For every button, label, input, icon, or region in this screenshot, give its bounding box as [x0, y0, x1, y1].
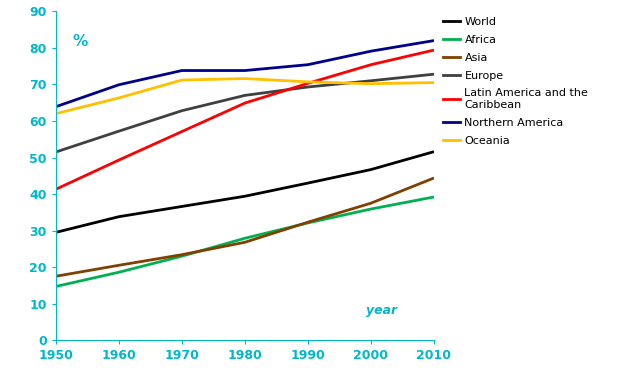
- Text: %: %: [73, 34, 88, 50]
- Text: year: year: [366, 304, 397, 317]
- Legend: World, Africa, Asia, Europe, Latin America and the
Caribbean, Northern America, : World, Africa, Asia, Europe, Latin Ameri…: [443, 17, 588, 146]
